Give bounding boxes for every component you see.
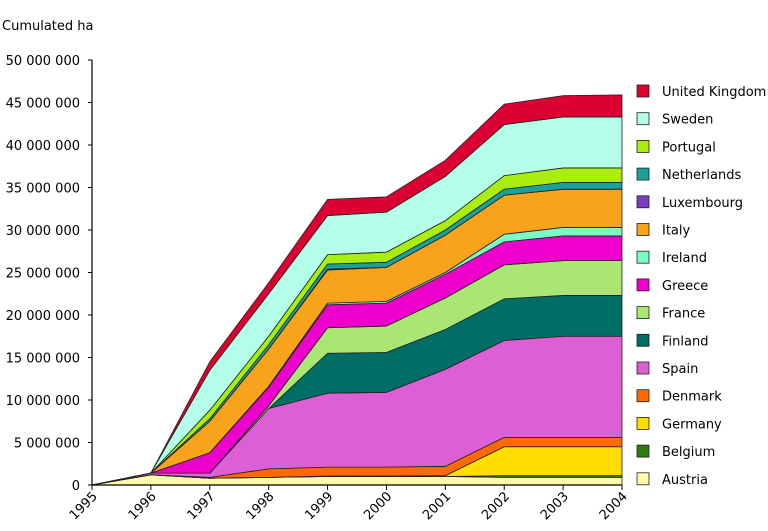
y-tick-label: 10 000 000	[6, 394, 80, 409]
legend-item: Finland	[636, 333, 708, 349]
legend-swatch	[636, 416, 650, 430]
y-tick-label: 0	[72, 479, 80, 494]
x-tick-label: 2003	[538, 489, 572, 523]
legend-label: Denmark	[662, 390, 722, 405]
y-tick-label: 5 000 000	[14, 437, 80, 452]
x-tick-label: 1996	[126, 489, 160, 523]
legend-item: France	[636, 306, 705, 322]
legend-swatch	[636, 278, 650, 292]
legend-swatch	[636, 306, 650, 320]
legend-item: Greece	[636, 278, 708, 294]
legend-item: Portugal	[636, 139, 716, 155]
legend-label: Austria	[662, 473, 708, 488]
legend-swatch	[636, 195, 650, 209]
legend-label: Netherlands	[662, 168, 741, 183]
legend-item: Ireland	[636, 250, 707, 266]
legend-label: Finland	[662, 334, 708, 349]
legend-item: United Kingdom	[636, 84, 766, 100]
x-tick-label: 1995	[67, 489, 101, 523]
legend-item: Germany	[636, 416, 722, 432]
legend-item: Denmark	[636, 389, 722, 405]
legend-label: Luxembourg	[662, 196, 743, 211]
legend-item: Luxembourg	[636, 195, 743, 211]
legend-swatch	[636, 333, 650, 347]
legend-label: Portugal	[662, 140, 716, 155]
legend-label: France	[662, 307, 705, 322]
legend-swatch	[636, 361, 650, 375]
legend-label: Belgium	[662, 445, 715, 460]
y-tick-label: 45 000 000	[6, 97, 80, 112]
legend-swatch	[636, 84, 650, 98]
y-axis-label: Cumulated ha	[2, 19, 93, 34]
x-tick-label: 1999	[302, 489, 336, 523]
legend-swatch	[636, 444, 650, 458]
legend-swatch	[636, 112, 650, 126]
area-united-kingdom	[91, 94, 623, 486]
x-tick-label: 2001	[420, 489, 454, 523]
y-tick-label: 30 000 000	[6, 224, 80, 239]
legend-label: United Kingdom	[662, 85, 766, 100]
y-tick-label: 50 000 000	[6, 54, 80, 69]
y-tick-label: 25 000 000	[6, 267, 80, 282]
y-tick-label: 40 000 000	[6, 139, 80, 154]
legend-label: Sweden	[662, 113, 713, 128]
y-tick-label: 15 000 000	[6, 352, 80, 367]
legend-item: Austria	[636, 472, 708, 488]
x-tick-label: 1997	[185, 489, 219, 523]
y-tick-label: 35 000 000	[6, 182, 80, 197]
x-tick-label: 1998	[243, 489, 277, 523]
legend-label: Spain	[662, 362, 698, 377]
legend-label: Italy	[662, 224, 691, 239]
legend-swatch	[636, 167, 650, 181]
legend-item: Italy	[636, 223, 691, 239]
legend-item: Belgium	[636, 444, 715, 460]
x-tick-label: 2002	[479, 489, 513, 523]
legend-label: Greece	[662, 279, 708, 294]
legend-swatch	[636, 472, 650, 486]
legend-swatch	[636, 389, 650, 403]
legend-label: Ireland	[662, 251, 707, 266]
x-tick-label: 2000	[361, 489, 395, 523]
legend-item: Sweden	[636, 112, 713, 128]
legend-swatch	[636, 139, 650, 153]
x-tick-label: 2004	[597, 489, 631, 523]
legend-item: Spain	[636, 361, 698, 377]
legend-label: Germany	[662, 417, 722, 432]
legend-swatch	[636, 250, 650, 264]
legend-swatch	[636, 223, 650, 236]
legend-item: Netherlands	[636, 167, 741, 183]
y-tick-label: 20 000 000	[6, 309, 80, 324]
